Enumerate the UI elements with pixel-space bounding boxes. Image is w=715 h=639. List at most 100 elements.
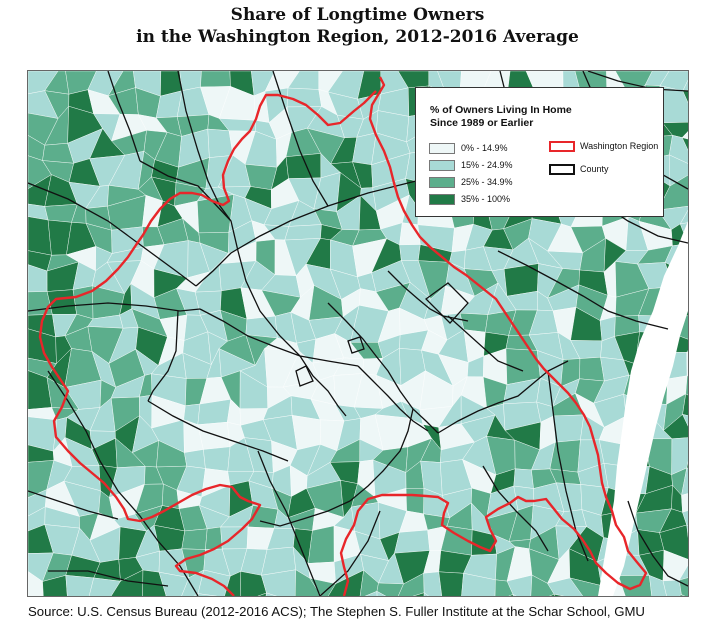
- county-line: [147, 400, 289, 462]
- potomac-river: [598, 221, 688, 596]
- census-tract: [681, 493, 688, 513]
- census-tract: [265, 592, 277, 596]
- county-line: [327, 302, 439, 434]
- census-tract: [553, 593, 564, 596]
- county-line: [139, 160, 232, 222]
- census-tract: [197, 421, 231, 450]
- census-tract: [328, 569, 364, 596]
- legend-swatch: [429, 176, 455, 188]
- census-tract: [423, 571, 443, 596]
- census-tract: [291, 415, 321, 451]
- county-line: [199, 308, 359, 367]
- map-title: Share of Longtime Owners in the Washingt…: [0, 4, 715, 48]
- legend-class-label: 25% - 34.9%: [461, 177, 513, 187]
- census-tract: [685, 375, 688, 396]
- census-tract: [438, 571, 464, 596]
- census-tract: [197, 593, 217, 596]
- census-tract: [682, 89, 688, 104]
- census-tract: [681, 137, 688, 151]
- legend-class-2: 15% - 24.9%: [429, 159, 513, 171]
- census-tract: [668, 135, 688, 164]
- county-line: [28, 490, 119, 520]
- census-tract: [682, 79, 688, 92]
- census-tract: [203, 446, 231, 472]
- census-tract: [257, 592, 267, 596]
- county-line: [28, 302, 201, 312]
- census-tract: [110, 569, 144, 596]
- census-tract: [553, 414, 585, 443]
- legend-class-label: 35% - 100%: [461, 194, 511, 204]
- county-line: [295, 365, 314, 387]
- census-tract: [42, 575, 68, 596]
- legend-boundary-label: County: [580, 164, 609, 174]
- census-tract: [459, 312, 489, 333]
- census-tract: [649, 575, 667, 596]
- census-tract: [513, 468, 534, 489]
- census-tract: [659, 524, 688, 560]
- county-line: [349, 408, 414, 502]
- census-tract: [512, 593, 517, 596]
- census-tract: [285, 153, 322, 179]
- census-tract: [405, 488, 425, 515]
- census-tract: [681, 467, 688, 496]
- legend-county: County: [549, 162, 609, 176]
- county-line: [387, 270, 469, 322]
- census-tract: [508, 594, 514, 596]
- river-inlet: [628, 383, 648, 401]
- legend-class-label: 15% - 24.9%: [461, 160, 513, 170]
- map-title-line2: in the Washington Region, 2012-2016 Aver…: [136, 27, 579, 47]
- census-tract: [669, 154, 688, 187]
- census-tract: [686, 350, 688, 353]
- county-line: [48, 570, 169, 587]
- county-line: [257, 450, 321, 596]
- census-tract: [413, 592, 425, 596]
- census-tract: [682, 510, 688, 526]
- census-tract: [184, 449, 206, 469]
- census-tract: [207, 128, 234, 158]
- map-legend: % of Owners Living In Home Since 1989 or…: [415, 87, 664, 217]
- census-tract: [220, 526, 249, 550]
- county-line: [627, 500, 688, 587]
- legend-washington-region: Washington Region: [549, 139, 658, 153]
- census-tract: [680, 594, 685, 596]
- county-line: [299, 355, 347, 417]
- census-tract: [65, 575, 94, 596]
- census-tract: [376, 590, 386, 596]
- county-line: [547, 370, 589, 562]
- census-tract: [549, 439, 581, 473]
- census-tract: [579, 357, 605, 382]
- county-line: [319, 510, 381, 596]
- census-tract: [200, 71, 231, 88]
- county-line: [259, 500, 351, 527]
- census-tract: [181, 528, 208, 550]
- census-tract: [365, 590, 378, 596]
- source-note: Source: U.S. Census Bureau (2012-2016 AC…: [28, 604, 645, 619]
- census-tract: [686, 352, 688, 377]
- county-line: [497, 250, 669, 330]
- county-line: [482, 465, 549, 552]
- washington-region-boundary: [38, 76, 648, 596]
- legend-class-label: 0% - 14.9%: [461, 143, 508, 153]
- water-bodies: [598, 221, 688, 596]
- census-tract: [686, 524, 688, 538]
- county-line: [107, 71, 141, 162]
- census-tract: [681, 131, 688, 140]
- county-line: [357, 365, 429, 432]
- census-tract: [686, 461, 688, 469]
- census-tract: [679, 209, 688, 225]
- census-tract: [294, 569, 322, 596]
- census-tract: [423, 592, 429, 596]
- legend-class-4: 35% - 100%: [429, 193, 510, 205]
- legend-region-outline: [549, 140, 575, 152]
- census-tract: [28, 216, 52, 256]
- legend-swatch: [429, 142, 455, 154]
- county-line: [347, 336, 365, 354]
- census-tract: [682, 393, 688, 416]
- census-tract: [569, 577, 602, 596]
- legend-swatch: [429, 159, 455, 171]
- census-tract: [284, 224, 322, 241]
- county-line: [147, 310, 179, 402]
- county-line: [230, 220, 301, 357]
- census-tract: [506, 574, 533, 596]
- census-tract: [394, 529, 430, 554]
